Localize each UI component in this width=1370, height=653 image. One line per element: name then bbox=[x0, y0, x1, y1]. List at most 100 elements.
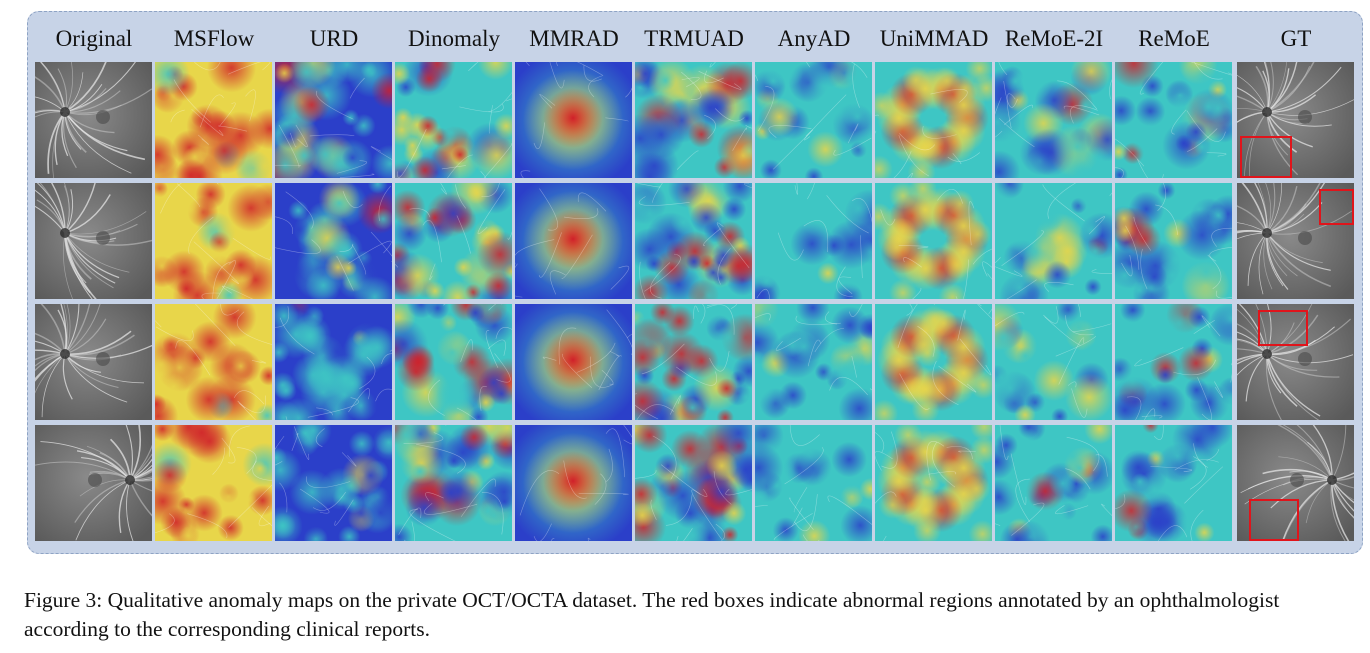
image-cell-anyad-row-1 bbox=[755, 62, 872, 178]
fundus-image bbox=[35, 62, 152, 178]
column-header-anyad: AnyAD bbox=[777, 26, 851, 51]
column-header-original: Original bbox=[55, 26, 133, 51]
anomaly-heatmap bbox=[1115, 425, 1232, 541]
image-cell-trmuad-row-1 bbox=[635, 62, 752, 178]
fundus-image bbox=[1237, 183, 1354, 299]
column-header-remoe-2i: ReMoE-2I bbox=[1004, 26, 1104, 51]
anomaly-heatmap bbox=[395, 62, 512, 178]
fundus-image bbox=[1237, 304, 1354, 420]
fundus-image bbox=[1237, 62, 1354, 178]
anomaly-heatmap bbox=[155, 304, 272, 420]
image-cell-urd-row-2 bbox=[275, 183, 392, 299]
image-cell-anyad-row-4 bbox=[755, 425, 872, 541]
annotation-box bbox=[1258, 310, 1308, 346]
image-cell-dinomaly-row-4 bbox=[395, 425, 512, 541]
anomaly-heatmap bbox=[395, 425, 512, 541]
image-cell-unimmad-row-1 bbox=[875, 62, 992, 178]
anomaly-heatmap bbox=[995, 304, 1112, 420]
anomaly-heatmap bbox=[515, 183, 632, 299]
anomaly-heatmap bbox=[755, 304, 872, 420]
image-cell-dinomaly-row-3 bbox=[395, 304, 512, 420]
anomaly-heatmap bbox=[635, 183, 752, 299]
anomaly-heatmap bbox=[155, 425, 272, 541]
image-cell-remoe-2i-row-1 bbox=[995, 62, 1112, 178]
image-cell-anyad-row-2 bbox=[755, 183, 872, 299]
anomaly-heatmap bbox=[515, 304, 632, 420]
image-cell-mmrad-row-4 bbox=[515, 425, 632, 541]
figure-caption: Figure 3: Qualitative anomaly maps on th… bbox=[24, 588, 1280, 641]
image-cell-remoe-row-3 bbox=[1115, 304, 1232, 420]
anomaly-heatmap bbox=[875, 304, 992, 420]
anomaly-heatmap bbox=[275, 304, 392, 420]
image-cell-remoe-2i-row-4 bbox=[995, 425, 1112, 541]
fundus-image bbox=[1237, 425, 1354, 541]
image-cell-dinomaly-row-1 bbox=[395, 62, 512, 178]
image-cell-mmrad-row-2 bbox=[515, 183, 632, 299]
image-cell-original-row-3 bbox=[35, 304, 152, 420]
image-cell-remoe-row-1 bbox=[1115, 62, 1232, 178]
anomaly-heatmap bbox=[755, 425, 872, 541]
anomaly-heatmap bbox=[155, 62, 272, 178]
anomaly-heatmap bbox=[635, 304, 752, 420]
anomaly-heatmap bbox=[1115, 62, 1232, 178]
anomaly-heatmap bbox=[755, 183, 872, 299]
image-cell-mmrad-row-1 bbox=[515, 62, 632, 178]
anomaly-heatmap bbox=[635, 425, 752, 541]
anomaly-heatmap bbox=[755, 62, 872, 178]
image-cell-anyad-row-3 bbox=[755, 304, 872, 420]
anomaly-heatmap bbox=[995, 62, 1112, 178]
image-cell-remoe-row-4 bbox=[1115, 425, 1232, 541]
image-cell-trmuad-row-3 bbox=[635, 304, 752, 420]
column-header-unimmad: UniMMAD bbox=[879, 26, 989, 51]
column-header-trmuad: TRMUAD bbox=[644, 26, 744, 51]
image-cell-remoe-row-2 bbox=[1115, 183, 1232, 299]
image-cell-original-row-1 bbox=[35, 62, 152, 178]
column-header-mmrad: MMRAD bbox=[529, 26, 619, 51]
image-cell-msflow-row-1 bbox=[155, 62, 272, 178]
image-grid bbox=[35, 62, 1355, 546]
annotation-box bbox=[1249, 499, 1299, 541]
image-cell-trmuad-row-4 bbox=[635, 425, 752, 541]
anomaly-heatmap bbox=[155, 183, 272, 299]
image-cell-gt-row-2 bbox=[1237, 183, 1354, 299]
anomaly-heatmap bbox=[635, 62, 752, 178]
anomaly-heatmap bbox=[1115, 304, 1232, 420]
image-cell-remoe-2i-row-3 bbox=[995, 304, 1112, 420]
image-cell-msflow-row-3 bbox=[155, 304, 272, 420]
image-cell-gt-row-4 bbox=[1237, 425, 1354, 541]
anomaly-heatmap bbox=[395, 304, 512, 420]
anomaly-heatmap bbox=[995, 183, 1112, 299]
image-cell-urd-row-4 bbox=[275, 425, 392, 541]
image-cell-unimmad-row-4 bbox=[875, 425, 992, 541]
anomaly-heatmap bbox=[395, 183, 512, 299]
anomaly-heatmap bbox=[875, 62, 992, 178]
anomaly-heatmap bbox=[275, 183, 392, 299]
anomaly-heatmap bbox=[875, 425, 992, 541]
image-cell-gt-row-1 bbox=[1237, 62, 1354, 178]
anomaly-heatmap bbox=[875, 183, 992, 299]
anomaly-heatmap bbox=[995, 425, 1112, 541]
anomaly-heatmap bbox=[1115, 183, 1232, 299]
column-header-remoe: ReMoE bbox=[1138, 26, 1210, 51]
image-cell-original-row-2 bbox=[35, 183, 152, 299]
fundus-image bbox=[35, 304, 152, 420]
image-cell-msflow-row-2 bbox=[155, 183, 272, 299]
image-cell-gt-row-3 bbox=[1237, 304, 1354, 420]
image-cell-unimmad-row-2 bbox=[875, 183, 992, 299]
image-cell-unimmad-row-3 bbox=[875, 304, 992, 420]
image-cell-trmuad-row-2 bbox=[635, 183, 752, 299]
anomaly-heatmap bbox=[515, 62, 632, 178]
image-cell-msflow-row-4 bbox=[155, 425, 272, 541]
column-headers: Original MSFlow URD Dinomaly MMRAD TRMUAD AnyA… bbox=[35, 22, 1355, 56]
image-cell-remoe-2i-row-2 bbox=[995, 183, 1112, 299]
column-header-dinomaly: Dinomaly bbox=[408, 26, 500, 51]
fundus-image bbox=[35, 425, 152, 541]
annotation-box bbox=[1240, 136, 1292, 178]
anomaly-heatmap bbox=[515, 425, 632, 541]
anomaly-heatmap bbox=[275, 425, 392, 541]
image-cell-urd-row-3 bbox=[275, 304, 392, 420]
anomaly-heatmap bbox=[275, 62, 392, 178]
column-header-gt: GT bbox=[1280, 26, 1312, 51]
image-cell-urd-row-1 bbox=[275, 62, 392, 178]
